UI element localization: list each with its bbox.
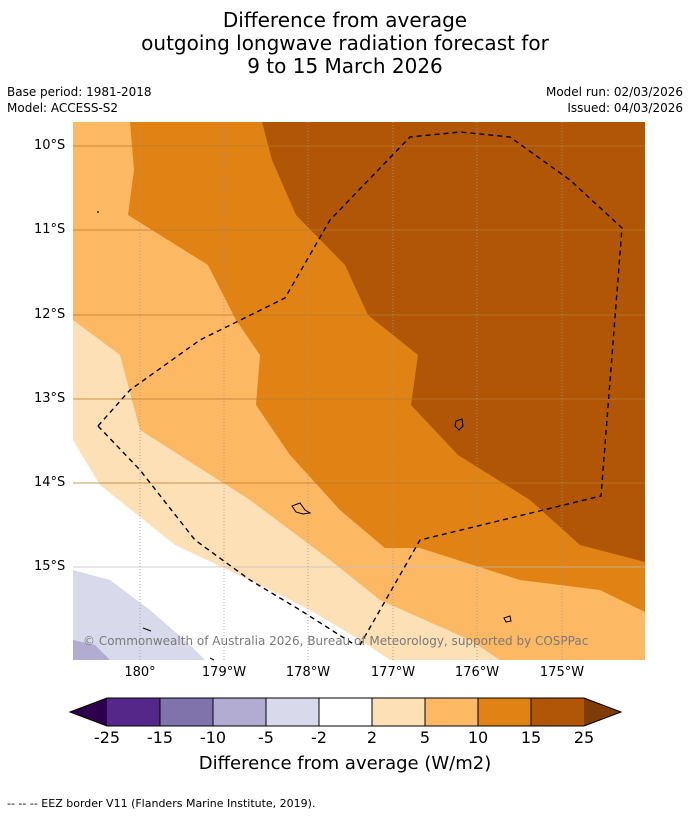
colorbar-tick: -5 — [258, 728, 274, 747]
title-line-1: Difference from average — [222, 8, 468, 32]
lat-label-13s: 13°S — [34, 391, 66, 406]
map-field — [73, 122, 645, 660]
colorbar — [68, 697, 623, 727]
colorbar-swatch-15-25 — [531, 698, 584, 726]
islet-marker — [209, 657, 215, 661]
colorbar-swatch-m15-m10 — [160, 698, 213, 726]
colorbar-extend-high — [584, 698, 621, 726]
islet-marker — [97, 211, 99, 213]
lat-label-12s: 12°S — [34, 307, 66, 322]
colorbar-swatch-2-5 — [372, 698, 425, 726]
colorbar-swatch-m25-m15 — [107, 698, 160, 726]
colorbar-title: Difference from average (W/m2) — [198, 753, 492, 774]
colorbar-tick: 2 — [366, 728, 378, 747]
lat-label-10s: 10°S — [34, 138, 66, 153]
colorbar-outline — [68, 697, 623, 727]
colorbar-swatch-m5-m2 — [266, 698, 319, 726]
issued-date: Issued: 04/03/2026 — [567, 101, 683, 115]
colorbar-tick: 10 — [467, 728, 489, 747]
islet-marker — [142, 627, 152, 632]
lon-label-179w: 179°W — [201, 665, 247, 680]
colorbar-tick: -15 — [146, 728, 174, 747]
base-period: Base period: 1981-2018 — [7, 85, 152, 99]
band-minus10-minus5 — [73, 640, 110, 660]
eez-border-west — [97, 425, 356, 646]
colorbar-swatch-5-10 — [425, 698, 478, 726]
colorbar-tick: -2 — [311, 728, 327, 747]
colorbar-tick: 15 — [520, 728, 542, 747]
model-run: Model run: 02/03/2026 — [545, 85, 683, 99]
lat-label-11s: 11°S — [34, 222, 66, 237]
colorbar-swatch-m10-m5 — [213, 698, 266, 726]
model-name: Model: ACCESS-S2 — [7, 101, 119, 115]
eez-legend: -- -- -- EEZ border V11 (Flanders Marine… — [7, 797, 316, 810]
lon-label-177w: 177°W — [370, 665, 416, 680]
island-outline — [291, 502, 312, 515]
colorbar-tick: -10 — [199, 728, 227, 747]
colorbar-tick: -25 — [93, 728, 121, 747]
graticule — [73, 122, 645, 660]
colorbar-tick: 5 — [419, 728, 431, 747]
colorbar-extend-low — [70, 698, 107, 726]
copyright-text: © Commonwealth of Australia 2026, Bureau… — [83, 634, 588, 648]
band-minus2-2 — [73, 440, 390, 660]
lon-label-176w: 176°W — [454, 665, 500, 680]
colorbar-swatch-10-15 — [478, 698, 531, 726]
colorbar-tick: 25 — [573, 728, 595, 747]
lon-label-178w: 178°W — [285, 665, 331, 680]
lat-label-15s: 15°S — [34, 559, 66, 574]
lon-label-175w: 175°W — [539, 665, 585, 680]
lon-label-180: 180° — [124, 665, 156, 680]
island-outline — [503, 615, 512, 623]
title-line-2: outgoing longwave radiation forecast for — [141, 31, 549, 55]
band-15-25 — [262, 122, 645, 562]
colorbar-swatch-m2-2 — [319, 698, 372, 726]
band-minus5-minus2 — [73, 570, 205, 660]
eez-border-east — [97, 131, 623, 646]
title-line-3: 9 to 15 March 2026 — [247, 54, 443, 78]
lat-label-14s: 14°S — [34, 475, 66, 490]
island-outline — [454, 418, 464, 431]
